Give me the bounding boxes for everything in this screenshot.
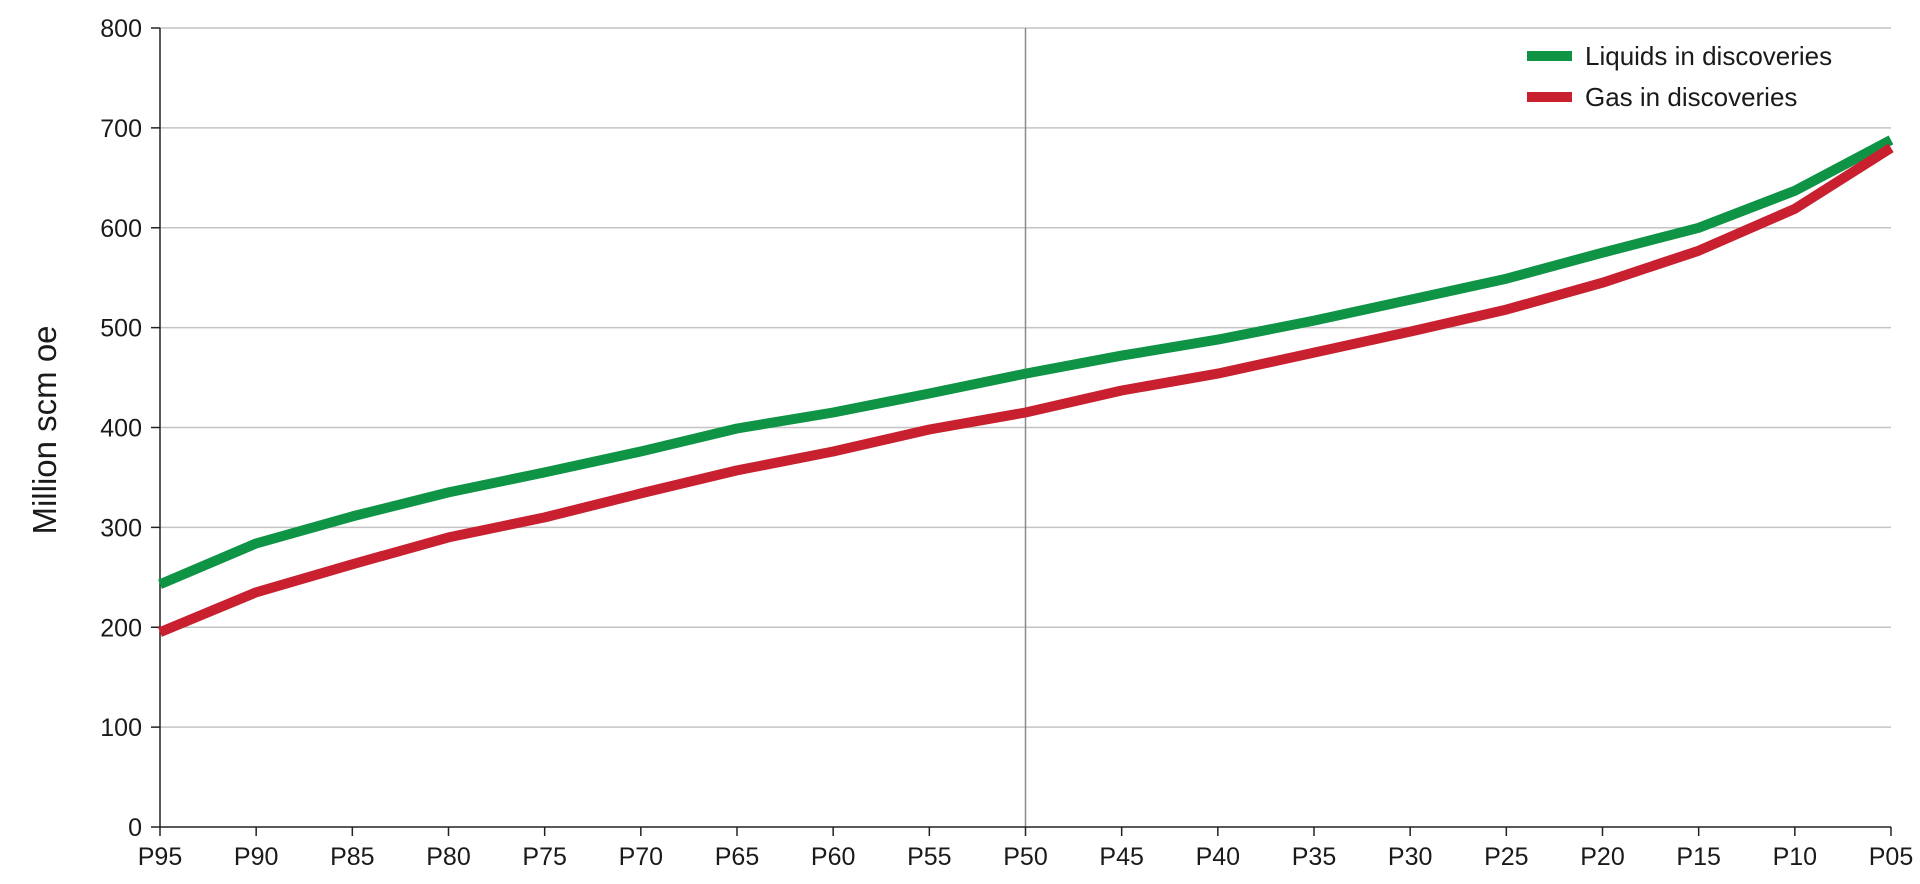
x-tick-label: P10 — [1773, 843, 1817, 871]
x-tick-label: P80 — [426, 843, 470, 871]
y-tick-label: 700 — [100, 115, 142, 143]
x-tick-label: P25 — [1484, 843, 1528, 871]
x-tick-label: P60 — [811, 843, 855, 871]
y-tick-label: 200 — [100, 614, 142, 642]
x-tick-label: P70 — [619, 843, 663, 871]
x-tick-label: P95 — [138, 843, 182, 871]
x-tick-label: P75 — [522, 843, 566, 871]
series-line-liquids-in-discoveries — [158, 135, 1894, 589]
series-line-gas-in-discoveries — [158, 143, 1894, 637]
x-tick-label: P05 — [1869, 843, 1913, 871]
y-tick-label: 300 — [100, 514, 142, 542]
x-tick-label: P45 — [1099, 843, 1143, 871]
x-tick-label: P85 — [330, 843, 374, 871]
x-tick-label: P15 — [1676, 843, 1720, 871]
x-tick-label: P90 — [234, 843, 278, 871]
series-lines — [158, 135, 1894, 637]
legend-label-gas-in-discoveries: Gas in discoveries — [1585, 82, 1797, 112]
x-tick-label: P50 — [1003, 843, 1047, 871]
x-tick-label: P65 — [715, 843, 759, 871]
y-tick-label: 800 — [100, 15, 142, 43]
y-tick-label: 600 — [100, 215, 142, 243]
legend-label-liquids-in-discoveries: Liquids in discoveries — [1585, 41, 1832, 71]
y-tick-label: 500 — [100, 315, 142, 343]
x-tick-label: P55 — [907, 843, 951, 871]
axes: 0 100 200 300 400 500 600 700 800 P95 P90 P85 P80 P75… — [100, 15, 1913, 871]
x-tick-label: P20 — [1580, 843, 1624, 871]
x-tick-label: P30 — [1388, 843, 1432, 871]
y-axis-title: Million scm oe — [26, 325, 63, 534]
x-tick-label: P35 — [1292, 843, 1336, 871]
y-tick-label: 0 — [128, 814, 142, 842]
legend: Liquids in discoveries Gas in discoveries — [1527, 41, 1832, 112]
x-tick-label: P40 — [1196, 843, 1240, 871]
y-tick-label: 100 — [100, 714, 142, 742]
y-tick-label: 400 — [100, 415, 142, 443]
